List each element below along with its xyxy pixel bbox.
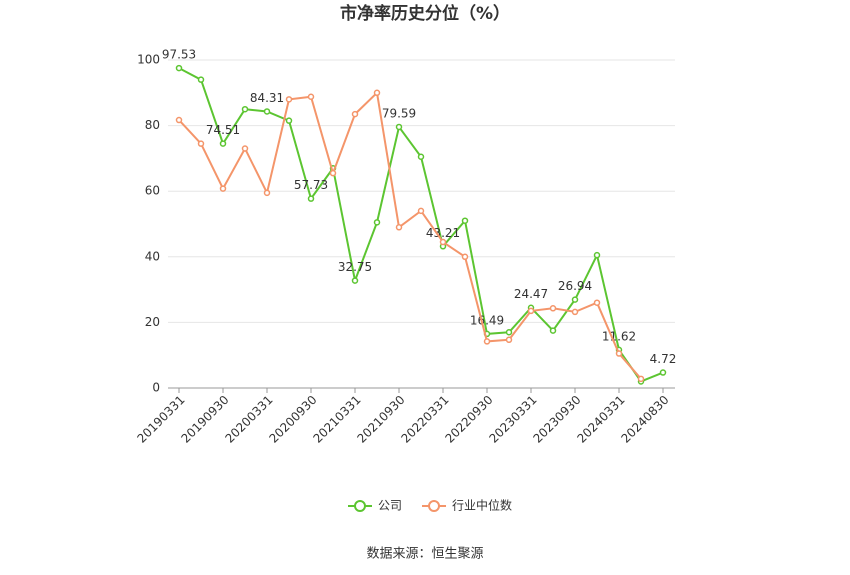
point (615, 350, 623, 357)
data-label: 16.49 (470, 313, 504, 327)
legend-marker (428, 500, 441, 512)
data-label: 97.53 (162, 48, 196, 62)
point (285, 117, 293, 124)
point (285, 96, 293, 103)
series-line (178, 90, 642, 380)
point (549, 327, 557, 334)
point (197, 76, 205, 83)
point (461, 253, 469, 261)
point (483, 338, 491, 345)
data-label: 4.72 (650, 352, 677, 366)
point (241, 105, 249, 113)
data-label: 43.21 (426, 226, 460, 240)
point (637, 375, 645, 383)
series-line (178, 67, 664, 383)
legend-label: 公司 (378, 499, 402, 513)
point (461, 217, 469, 224)
point (593, 299, 601, 306)
point (351, 277, 359, 284)
point (329, 169, 337, 177)
point (307, 93, 315, 100)
point (527, 307, 535, 315)
data-label: 84.31 (250, 91, 284, 105)
point (307, 195, 315, 202)
y-tick-label: 100 (137, 53, 160, 67)
y-tick-label: 60 (145, 184, 160, 198)
data-label: 57.73 (294, 178, 328, 192)
point (571, 308, 579, 316)
point (417, 153, 425, 161)
point (263, 189, 271, 197)
chart-title: 市净率历史分位（%） (340, 3, 510, 24)
data-label: 24.47 (514, 287, 548, 301)
legend-marker (354, 500, 366, 512)
point (197, 140, 205, 147)
point (659, 369, 667, 376)
data-label: 79.59 (382, 106, 416, 120)
data-label: 26.94 (558, 279, 592, 293)
point (417, 207, 425, 215)
point (571, 296, 579, 303)
y-tick-label: 20 (145, 315, 160, 329)
point (175, 116, 183, 124)
point (351, 110, 359, 118)
point (549, 305, 557, 312)
data-label: 32.75 (338, 260, 372, 274)
point (593, 251, 601, 259)
point (175, 64, 183, 72)
data-label: 74.51 (206, 123, 240, 137)
point (219, 185, 227, 192)
data-label: 11.62 (602, 329, 636, 343)
y-tick-label: 80 (145, 118, 160, 132)
point (395, 123, 403, 131)
point (263, 108, 271, 115)
point (373, 89, 381, 97)
point (395, 224, 403, 231)
x-tick-label: 20240830 (619, 393, 672, 446)
point (439, 238, 447, 246)
y-tick-label: 40 (145, 249, 160, 263)
point (219, 140, 227, 147)
point (373, 219, 381, 226)
point (505, 336, 513, 344)
legend-label: 行业中位数 (452, 498, 512, 513)
source-note: 数据来源：恒生聚源 (366, 547, 483, 562)
point (241, 145, 249, 152)
point (505, 328, 513, 336)
y-tick-label: 0 (152, 381, 160, 395)
